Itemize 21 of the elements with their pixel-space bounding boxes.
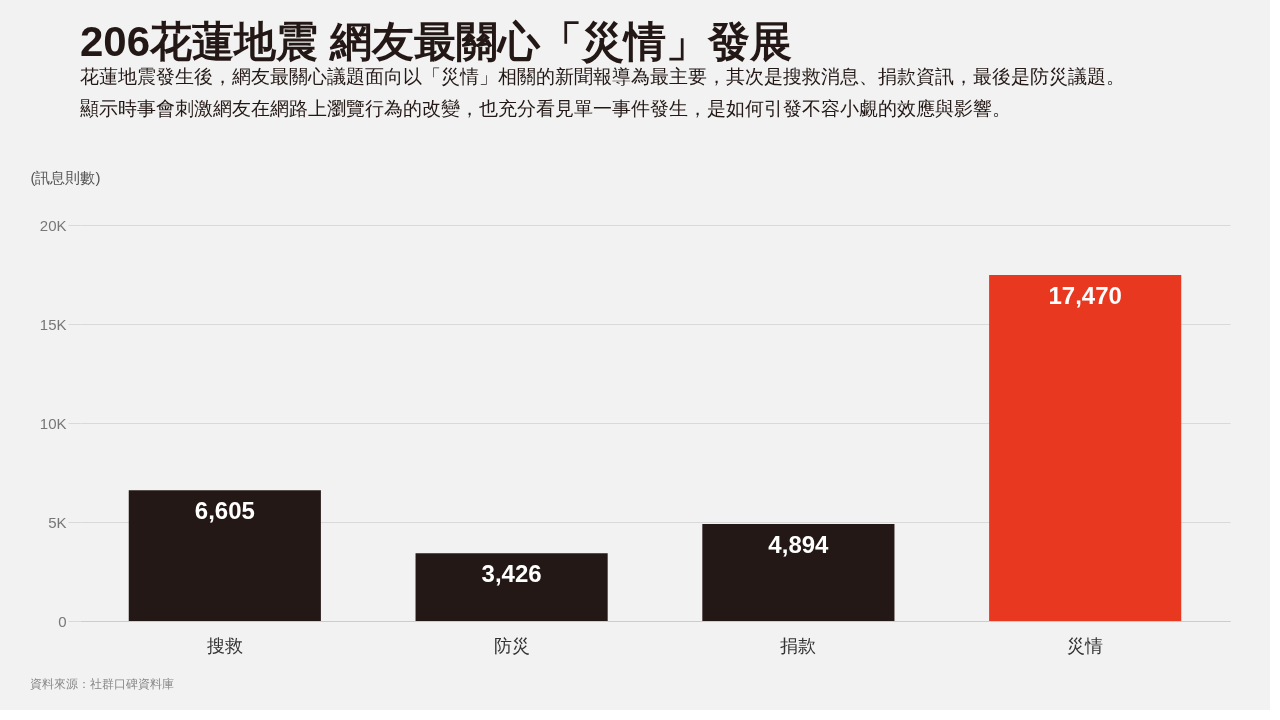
x-tick-label: 防災 — [493, 635, 530, 656]
data-label: 3,426 — [481, 560, 542, 588]
data-label: 17,470 — [1048, 282, 1122, 310]
data-label: 6,605 — [194, 497, 255, 525]
y-tick-label: 10K — [39, 414, 67, 432]
chart-subtitle: 花蓮地震發生後，網友最關心議題面向以「災情」相關的新聞報導為最主要，其次是搜救消息、捐款資訊，最後是防災議題。顯示時事會刺激網友在網路上瀏覽行為的改變，也充分看見單一事件發生，是如何引發不容小覷的效應與影響。 — [80, 66, 1125, 119]
y-tick-label: 20K — [39, 216, 67, 234]
data-label: 4,894 — [768, 531, 830, 559]
bar — [128, 490, 321, 621]
y-tick-label: 15K — [39, 315, 67, 333]
x-tick-label: 搜救 — [206, 635, 243, 656]
source-note: 資料來源：社群口碑資料庫 — [30, 677, 174, 691]
chart-title: 206花蓮地震 網友最關心「災情」發展 — [80, 18, 792, 65]
x-tick-label: 災情 — [1067, 635, 1104, 656]
bar — [702, 524, 895, 621]
y-axis-title: (訊息則數) — [30, 168, 101, 186]
y-tick-label: 5K — [48, 513, 67, 531]
bar — [415, 553, 608, 621]
bar — [989, 275, 1182, 621]
y-tick-label: 0 — [58, 612, 67, 630]
x-tick-label: 捐款 — [780, 635, 817, 656]
